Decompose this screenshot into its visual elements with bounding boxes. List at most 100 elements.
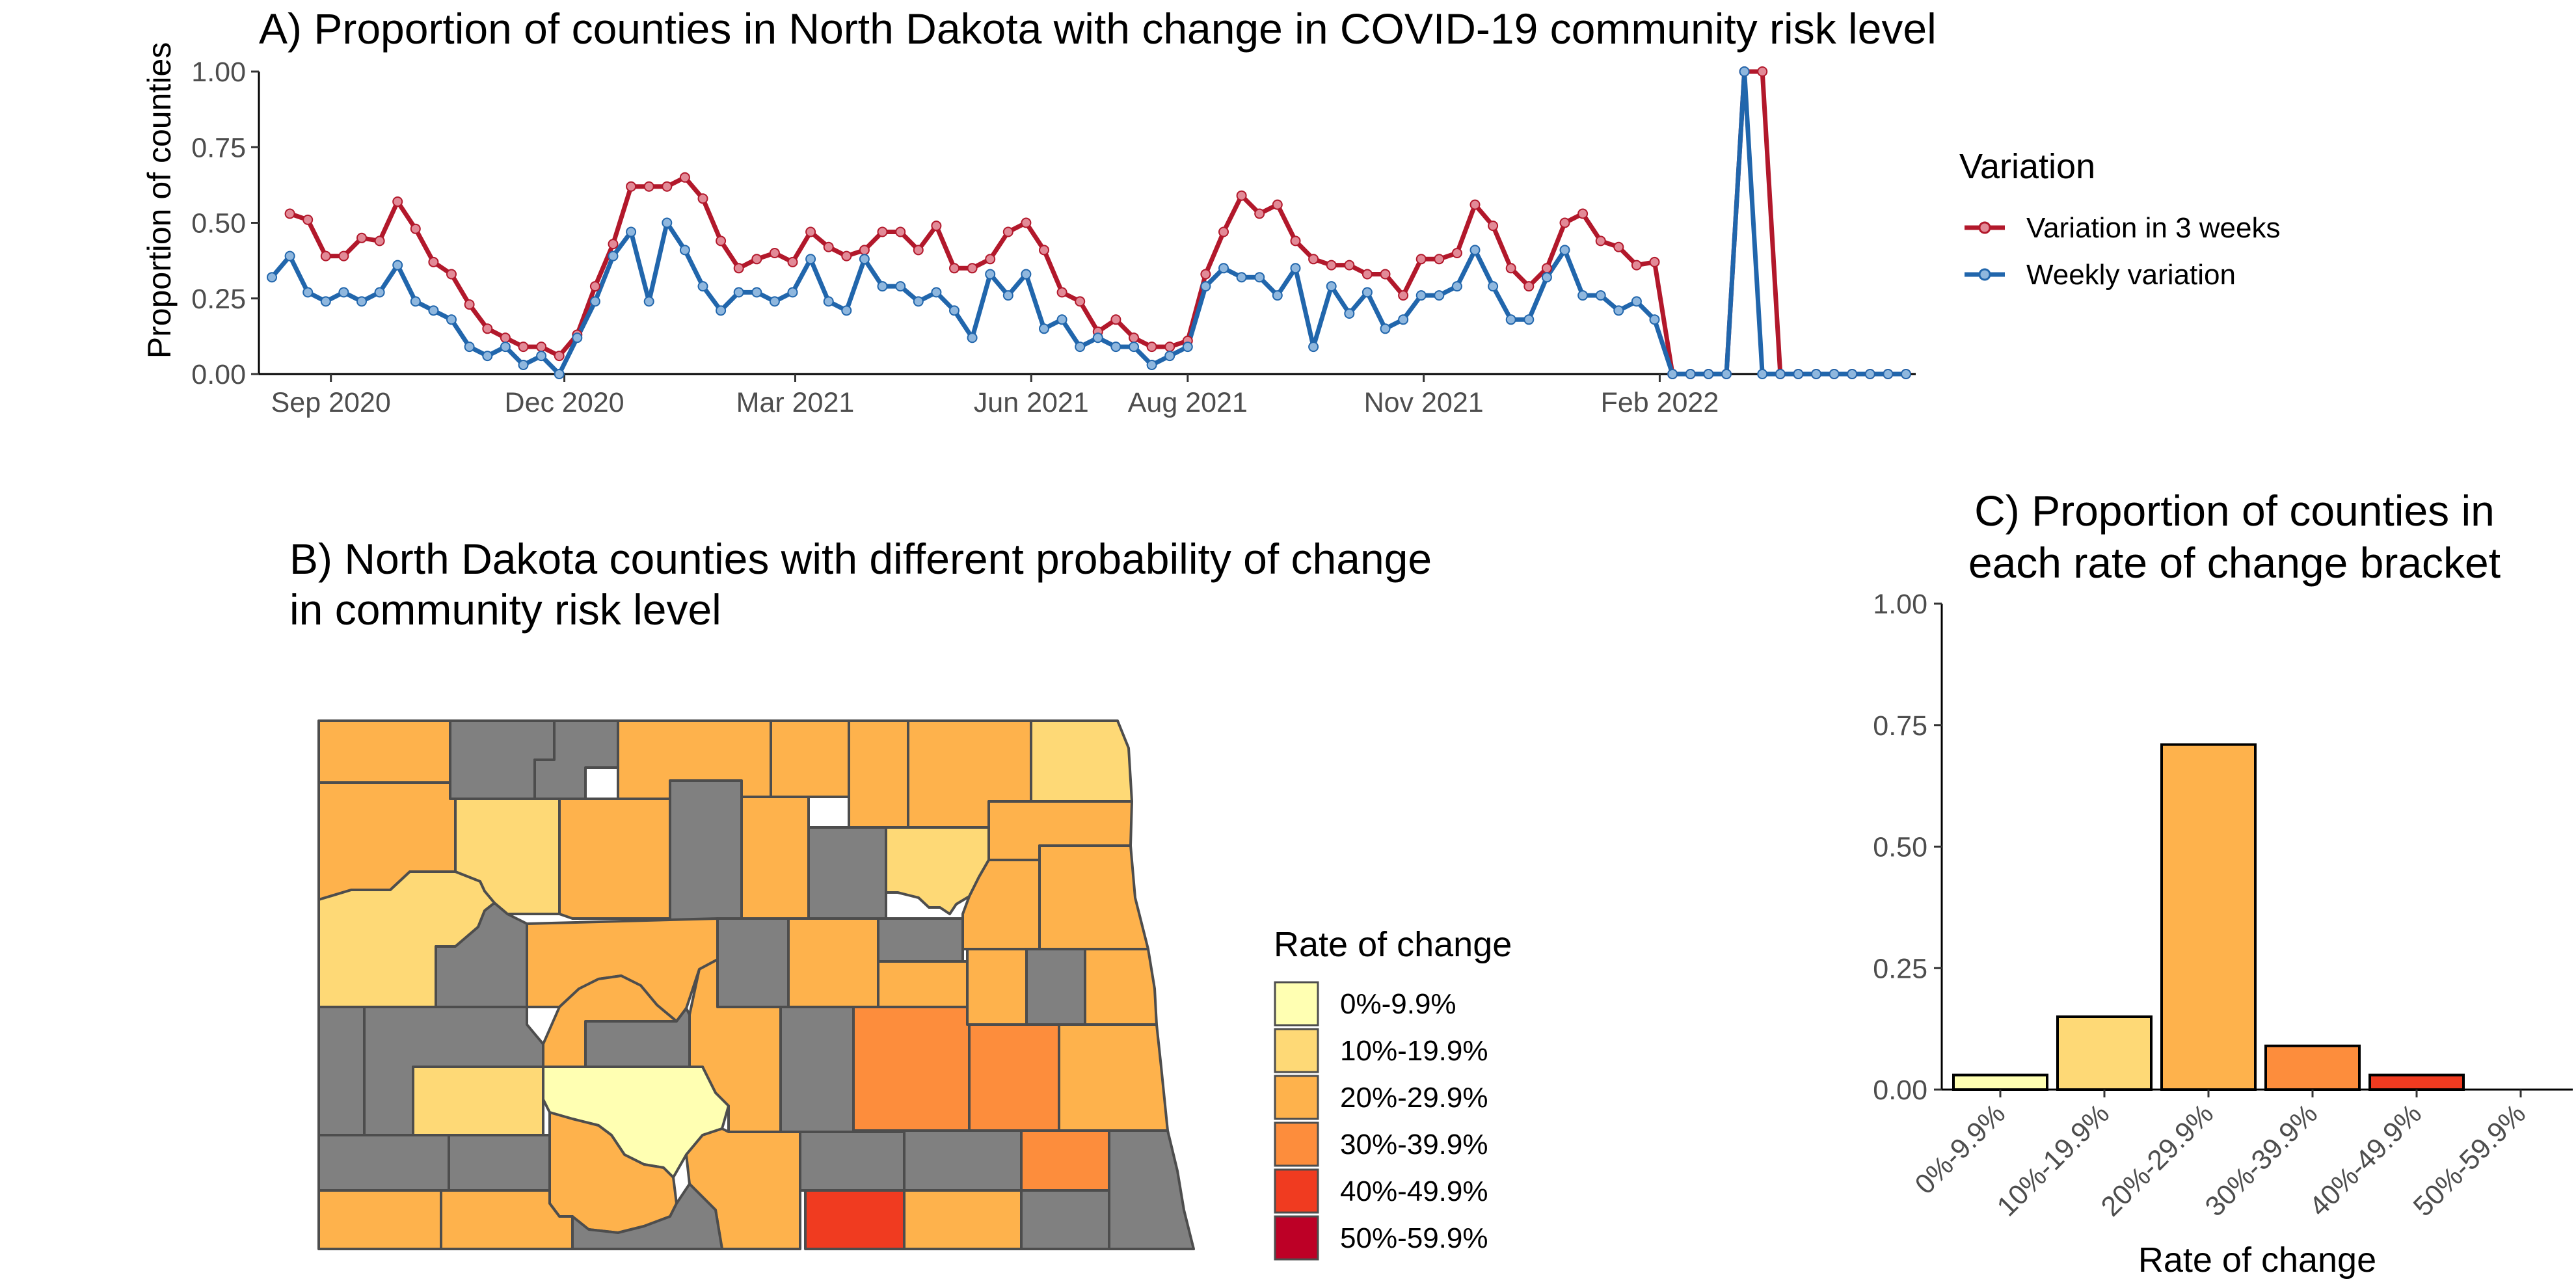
data-point (787, 256, 798, 267)
x-tick-label: Mar 2021 (736, 387, 855, 418)
panel-a-line-chart: A) Proportion of counties in North Dakot… (141, 5, 2281, 418)
county (877, 917, 964, 963)
legend-swatch (1274, 981, 1319, 1026)
data-point (643, 181, 654, 192)
panel-c-title: C) Proportion of counties in each rate of… (1968, 487, 2501, 587)
data-point (1721, 369, 1732, 379)
y-tick-label: 1.00 (1873, 589, 1927, 620)
data-point (823, 241, 834, 252)
county (317, 1189, 442, 1250)
legend-label: 40%-49.9% (1340, 1175, 1488, 1207)
data-point (679, 172, 690, 183)
legend-label-variation-3-weeks: Variation in 3 weeks (2026, 212, 2281, 244)
data-point (967, 332, 978, 343)
y-tick-label: 0.75 (1873, 710, 1927, 742)
county (1020, 1189, 1110, 1250)
panel-c-title-line: each rate of change bracket (1968, 539, 2501, 587)
data-point (589, 281, 600, 292)
data-point (392, 196, 403, 207)
data-point (769, 296, 780, 307)
x-tick-label: Jun 2021 (974, 387, 1089, 418)
data-point (1847, 369, 1858, 379)
data-point (374, 287, 385, 298)
county (317, 1006, 366, 1136)
data-point (1667, 369, 1678, 379)
data-point (410, 223, 421, 234)
data-point (1110, 342, 1121, 353)
data-point (1254, 208, 1265, 219)
y-tick-label: 0.00 (1873, 1075, 1927, 1106)
data-point (1864, 369, 1875, 379)
county (558, 798, 671, 920)
data-point (302, 214, 314, 225)
legend-label: 50%-59.9% (1340, 1222, 1488, 1254)
data-point (320, 250, 331, 262)
data-point (697, 281, 708, 292)
x-tick-label: 50%-59.9% (2408, 1098, 2532, 1222)
data-point (1380, 269, 1391, 280)
county (903, 1129, 1023, 1192)
data-point (877, 281, 888, 292)
data-point (913, 245, 924, 256)
panel-a-y-axis-label: Proportion of counties (141, 42, 178, 358)
data-point (626, 226, 637, 237)
data-point (1488, 281, 1499, 292)
data-point (787, 287, 798, 298)
data-point (985, 269, 996, 280)
data-point (1523, 281, 1535, 292)
data-point (626, 181, 637, 192)
data-point (1380, 323, 1391, 334)
county (1108, 1129, 1195, 1250)
data-point (1129, 342, 1139, 353)
panel-b-legend-items: 0%-9.9% 10%-19.9% 20%-29.9% 30%-39.9% 40%-49… (1274, 981, 1488, 1261)
data-point (1254, 272, 1265, 283)
data-point (751, 287, 762, 298)
y-tick-label: 1.00 (191, 57, 246, 88)
data-point (1200, 269, 1211, 280)
panel-a-legend: Variation Variation in 3 weeks Weekly va… (1959, 147, 2281, 291)
county (1084, 948, 1158, 1026)
panel-b-title: B) North Dakota counties with different … (289, 535, 1432, 634)
data-point (1613, 241, 1624, 252)
x-tick-label: 0%-9.9% (1909, 1098, 2011, 1200)
county (779, 1006, 855, 1133)
data-point (518, 360, 529, 370)
data-point (949, 263, 959, 274)
data-point (1344, 308, 1355, 319)
bar (2056, 1015, 2153, 1091)
data-point (464, 342, 475, 353)
data-point (446, 269, 457, 280)
panel-c-bars (1952, 743, 2465, 1092)
panel-a-y-ticks: 0.00 0.25 0.50 0.75 1.00 (191, 57, 259, 390)
data-point (1901, 369, 1911, 379)
data-point (536, 351, 547, 362)
data-point (554, 369, 565, 379)
data-point (374, 235, 385, 247)
data-point (751, 254, 762, 265)
county (799, 1131, 906, 1192)
county (804, 1189, 906, 1250)
data-point (1595, 235, 1606, 247)
county (966, 948, 1028, 1026)
data-point (392, 260, 403, 271)
data-point (1182, 342, 1193, 353)
county (440, 1189, 574, 1250)
x-tick-label: Aug 2021 (1128, 387, 1248, 418)
x-tick-label: 40%-49.9% (2303, 1098, 2428, 1222)
county (877, 960, 969, 1008)
data-point (1811, 369, 1821, 379)
data-point (877, 226, 888, 237)
data-point (482, 351, 493, 362)
data-point (1308, 254, 1319, 265)
data-point (1469, 199, 1481, 210)
county (1020, 1129, 1110, 1192)
data-point (1236, 272, 1247, 283)
data-point (985, 254, 996, 265)
data-point (662, 217, 673, 228)
panel-b-legend-title: Rate of change (1274, 925, 1512, 964)
series-line-1 (270, 69, 1906, 377)
data-point (679, 245, 690, 256)
county (716, 917, 790, 1008)
county (1038, 844, 1149, 950)
